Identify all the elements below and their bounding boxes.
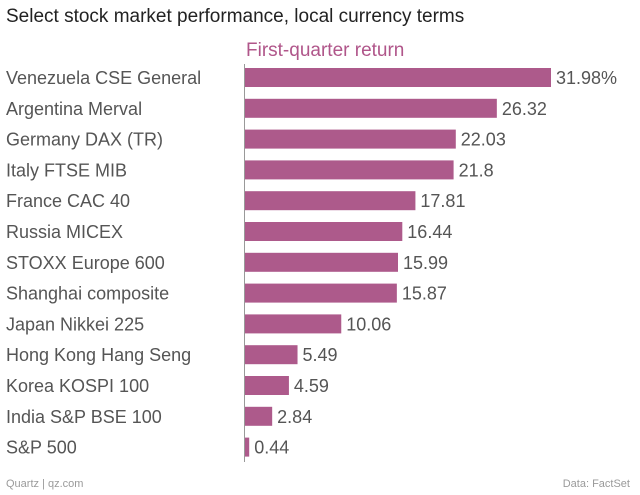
value-label: 15.87 xyxy=(402,284,447,304)
category-label: Shanghai composite xyxy=(6,284,169,304)
category-label: Germany DAX (TR) xyxy=(6,130,163,150)
bar xyxy=(245,406,273,426)
category-label: Hong Kong Hang Seng xyxy=(6,345,191,365)
category-label: Argentina Merval xyxy=(6,99,142,119)
value-label: 15.99 xyxy=(403,253,448,273)
category-label: S&P 500 xyxy=(6,438,77,458)
bar xyxy=(245,129,456,149)
footer-credit: Quartz | qz.com xyxy=(6,478,84,490)
value-label: 5.49 xyxy=(303,345,338,365)
series-label: First-quarter return xyxy=(246,40,404,61)
value-label: 22.03 xyxy=(461,130,506,150)
value-label: 21.8 xyxy=(459,160,494,180)
value-label: 16.44 xyxy=(407,222,452,242)
value-label: 31.98% xyxy=(556,68,617,88)
category-label: India S&P BSE 100 xyxy=(6,407,162,427)
bar xyxy=(245,98,497,118)
category-label: Japan Nikkei 225 xyxy=(6,314,144,334)
category-label: Venezuela CSE General xyxy=(6,68,201,88)
value-label: 0.44 xyxy=(254,438,289,458)
category-label: Russia MICEX xyxy=(6,222,123,242)
category-label: STOXX Europe 600 xyxy=(6,253,165,273)
value-label: 2.84 xyxy=(277,407,312,427)
bar xyxy=(245,252,398,272)
category-label: Italy FTSE MIB xyxy=(6,160,127,180)
footer-source: Data: FactSet xyxy=(562,478,630,490)
bar xyxy=(245,437,250,457)
bar xyxy=(245,345,298,365)
bar xyxy=(245,191,416,211)
category-label: Korea KOSPI 100 xyxy=(6,376,149,396)
bar xyxy=(245,283,397,303)
bar xyxy=(245,222,403,241)
value-label: 26.32 xyxy=(502,99,547,119)
bar xyxy=(245,314,342,334)
bar xyxy=(245,68,551,87)
chart-title: Select stock market performance, local c… xyxy=(6,6,465,27)
category-label: France CAC 40 xyxy=(6,191,130,211)
bar xyxy=(245,160,454,180)
value-label: 10.06 xyxy=(346,314,391,334)
bars-layer: Venezuela CSE General 31.98% Argentina Mer… xyxy=(6,68,617,458)
bar xyxy=(245,376,289,395)
value-label: 17.81 xyxy=(420,191,465,211)
value-label: 4.59 xyxy=(294,376,329,396)
